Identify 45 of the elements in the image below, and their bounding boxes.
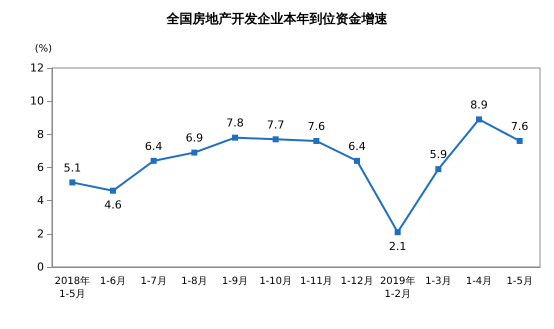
x-tick-label: 2019年 1-2月 bbox=[380, 275, 416, 300]
y-tick-label: 2 bbox=[37, 227, 44, 240]
data-label: 5.9 bbox=[430, 148, 448, 162]
y-tick-label: 8 bbox=[37, 128, 44, 141]
y-tick-label: 0 bbox=[37, 260, 44, 274]
point bbox=[150, 158, 157, 164]
data-label: 8.9 bbox=[470, 98, 488, 112]
x-tick-label: 1-4月 bbox=[466, 276, 492, 287]
data-label: 5.1 bbox=[64, 161, 82, 174]
x-tick-label: 1-10月 bbox=[259, 276, 292, 287]
y-tick-label: 4 bbox=[37, 194, 44, 208]
point bbox=[435, 166, 442, 172]
x-tick-label: 1-12月 bbox=[340, 276, 374, 287]
point bbox=[272, 136, 279, 142]
x-tick-label: 1-6月 bbox=[100, 276, 126, 287]
point bbox=[232, 134, 238, 141]
point bbox=[516, 138, 523, 144]
x-tick-label: 1-3月 bbox=[425, 276, 452, 287]
point bbox=[476, 116, 482, 122]
data-label: 7.6 bbox=[308, 120, 326, 133]
y-tick-label: 6 bbox=[37, 161, 44, 174]
y-tick-label: 10 bbox=[30, 94, 44, 108]
data-label: 6.4 bbox=[348, 140, 366, 153]
data-label: 7.7 bbox=[266, 118, 284, 132]
data-label: 4.6 bbox=[104, 198, 122, 212]
point bbox=[69, 179, 76, 186]
x-tick-label: 1-9月 bbox=[222, 276, 248, 287]
point bbox=[394, 229, 401, 236]
point bbox=[354, 158, 360, 164]
y-axis-title: (%) bbox=[34, 44, 52, 54]
x-tick-label: 1-5月 bbox=[506, 276, 533, 287]
x-tick-label: 1-11月 bbox=[300, 276, 333, 287]
data-label: 6.9 bbox=[186, 132, 204, 145]
y-tick-label: 12 bbox=[30, 62, 44, 74]
chart-title: 全国房地产开发企业本年到位资金增速 bbox=[166, 11, 388, 27]
point bbox=[110, 188, 116, 194]
point bbox=[191, 150, 198, 156]
data-label: 6.4 bbox=[144, 140, 162, 153]
data-label: 2.1 bbox=[388, 240, 406, 254]
point bbox=[313, 138, 320, 144]
x-tick-label: 1-8月 bbox=[181, 276, 208, 287]
data-label: 7.8 bbox=[226, 116, 244, 130]
data-label: 7.6 bbox=[510, 120, 528, 133]
x-tick-label: 2018年 1-5月 bbox=[54, 275, 90, 300]
x-tick-label: 1-7月 bbox=[140, 276, 167, 287]
